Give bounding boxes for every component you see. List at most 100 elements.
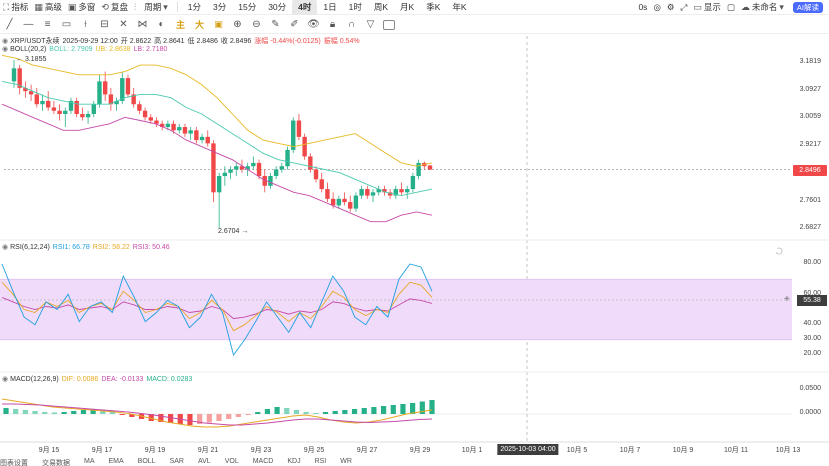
advanced-button[interactable]: ▦ 高级 [34, 1, 62, 13]
lock-icon[interactable]: 🔒︎ [329, 19, 336, 30]
macd-legend: ◉ MACD(12,26,9) DIF: 0.0086 DEA: -0.0133… [2, 375, 195, 384]
brush-icon[interactable]: ✎ [271, 19, 280, 30]
candle-body [182, 127, 188, 134]
settings-icon[interactable]: ⚙ [666, 1, 675, 12]
ellipse-icon[interactable]: ◐ [158, 19, 165, 30]
bottom-indicator-tab[interactable]: 交易数据 [42, 460, 70, 466]
candle-body [410, 176, 416, 190]
chevron-down-icon: ▾ [779, 1, 784, 12]
candle-body [199, 136, 205, 141]
rsi-axis-label: 80.00 [803, 259, 821, 266]
layout-toggle-icon[interactable]: ▢ [726, 1, 735, 12]
candle-body [239, 166, 245, 170]
bottom-indicator-tab[interactable]: EMA [108, 458, 124, 465]
timeframe-tab[interactable]: 1时 [348, 2, 362, 12]
pencil-icon[interactable]: ✐ [290, 19, 299, 30]
eye-icon[interactable]: 👁︎ [307, 19, 320, 30]
bottom-indicator-tab[interactable]: VOL [224, 458, 239, 465]
crosshair-plus-icon[interactable]: + [784, 294, 790, 305]
candle-body [91, 104, 96, 114]
timeframe-tab[interactable]: 周K [373, 2, 389, 12]
trash-icon[interactable] [383, 19, 395, 30]
rsi-axis-label: 40.00 [803, 320, 821, 327]
x-axis-label: 9月 29 [409, 447, 431, 454]
chart-type-button[interactable]: ⫶ [131, 0, 141, 15]
filter-icon[interactable]: ▽ [366, 19, 375, 30]
camera-icon[interactable]: ◎ [653, 1, 661, 12]
text-tool-icon[interactable]: 主 [175, 20, 185, 30]
bottom-indicator-tab[interactable]: MA [84, 458, 95, 465]
macd-histogram-bar [61, 412, 67, 414]
timeframe-tab[interactable]: 季K [426, 2, 441, 12]
candle-body [142, 110, 148, 118]
bottom-indicator-tab[interactable]: WR [340, 458, 352, 465]
timeframe-tab[interactable]: 30分 [268, 2, 287, 12]
bottom-indicator-tab[interactable]: BOLL [137, 458, 156, 465]
boll-lower-line [1, 103, 433, 223]
legend-close: 收 2.8496 [220, 38, 252, 45]
horizontal-line-icon[interactable]: — [23, 19, 34, 30]
legend-change: 涨幅 -0.44%(-0.0125) [254, 38, 321, 45]
candle-body [165, 123, 171, 128]
zoom-out-icon[interactable]: ⊖ [252, 19, 261, 30]
rectangle-icon[interactable]: ▭ [61, 19, 72, 30]
period-dropdown[interactable]: 周期 ▾ [144, 1, 168, 13]
replay-button[interactable]: ⟲ 复盘 [101, 1, 128, 13]
bottom-indicator-tab[interactable]: MACD [252, 458, 274, 465]
indicator-button[interactable]: ⛶ 指标 [3, 1, 29, 13]
eye-icon[interactable]: ◉ [2, 376, 9, 383]
bottom-indicator-tab[interactable]: SAR [169, 458, 184, 465]
timeframe-tab[interactable]: 月K [400, 2, 415, 12]
timeframe-tab[interactable]: 年K [452, 2, 467, 12]
vertical-line-icon[interactable]: ⟊ [84, 19, 87, 30]
timeframe-tab[interactable]: 1分 [187, 2, 201, 12]
legend-open: 开 2.8622 [120, 38, 152, 45]
timeframe-tab[interactable]: 15分 [238, 2, 257, 12]
line-tool-icon[interactable]: ╱ [6, 19, 13, 30]
price-axis-label: 3.0927 [799, 86, 821, 93]
macd-histogram-bar [303, 412, 309, 414]
x-axis-label: 9月 19 [144, 447, 166, 454]
candle-body [51, 107, 57, 111]
multi-window-button[interactable]: ▣ 多窗 [67, 1, 96, 13]
eye-icon[interactable]: ◉ [2, 244, 9, 251]
timeframe-tab[interactable]: 1日 [323, 2, 337, 12]
x-axis-label: 9月 25 [303, 447, 325, 454]
macd-histogram-bar [51, 412, 58, 414]
eye-icon[interactable]: ◉ [2, 38, 9, 45]
highlight-icon[interactable]: ▣ [214, 19, 223, 29]
bottom-indicator-tab[interactable]: 图表设置 [0, 460, 28, 466]
drawing-toolbar: ╱ — ≡ ▭ ⟊ ⊟ ✕ ⋈ ◐ 主 大 ▣ ⊕ ⊖ ✎ ✐ 👁︎ 🔒︎ ∩ … [0, 16, 829, 34]
timeframe-tab[interactable]: 3分 [213, 2, 227, 12]
magnet-icon[interactable]: ∩ [347, 19, 356, 30]
bottom-indicator-tab[interactable]: RSI [314, 458, 327, 465]
measure-icon[interactable]: ✕ [119, 19, 128, 30]
font-size-icon[interactable]: 大 [194, 20, 204, 30]
timeframe-tab[interactable]: 4时 [292, 0, 318, 15]
boll-ub-value: UB: 2.8638 [95, 45, 131, 53]
fullscreen-icon[interactable]: ⤢ [680, 1, 688, 12]
candle-body [376, 189, 381, 193]
x-axis-label: 10月 11 [724, 447, 748, 454]
candle-body [313, 169, 319, 180]
zoom-in-icon[interactable]: ⊕ [233, 19, 242, 30]
pattern-icon[interactable]: ⋈ [137, 19, 148, 30]
macd-histogram-bar [80, 410, 87, 414]
eye-icon[interactable]: ◉ [2, 46, 9, 53]
bottom-indicator-tab[interactable]: AVL [197, 458, 211, 465]
ai-analysis-button[interactable]: AI解读 [792, 1, 823, 13]
cloud-layout-button[interactable]: ☁ 未命名 ▾ [740, 1, 784, 13]
rsi-current-tag: 55.38 [797, 295, 827, 306]
candle-body [302, 136, 307, 157]
macd-histogram-bar [361, 408, 367, 414]
channel-icon[interactable]: ≡ [44, 19, 51, 30]
candle-body [222, 172, 228, 176]
macd-histogram-bar [332, 411, 338, 414]
legend-high: 高 2.8641 [154, 38, 185, 45]
fibonacci-icon[interactable]: ⊟ [100, 19, 109, 30]
macd-axis-label: 0.0000 [799, 409, 821, 416]
display-button[interactable]: ▭ 显示 [693, 1, 721, 13]
bottom-indicator-tab[interactable]: KDJ [287, 458, 301, 465]
macd-histogram-bar [429, 400, 435, 414]
